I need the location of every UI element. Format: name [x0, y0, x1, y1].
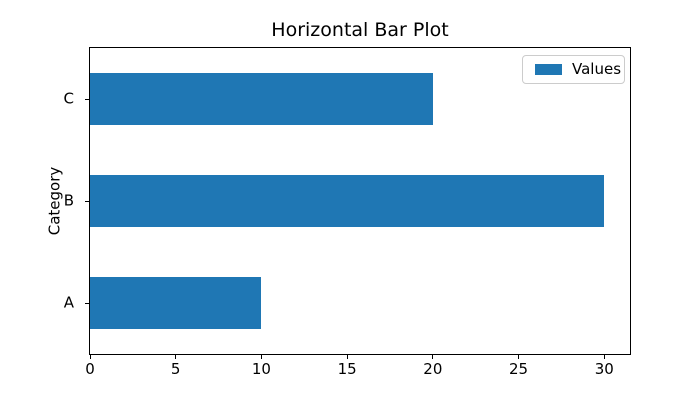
bar-B [90, 175, 605, 227]
x-tick-mark [260, 355, 262, 359]
x-tick-mark [89, 355, 91, 359]
x-tick-label: 10 [251, 360, 271, 378]
legend-swatch-icon [535, 64, 562, 75]
x-tick-label: 20 [423, 360, 443, 378]
x-tick-mark [603, 355, 605, 359]
x-tick-mark [432, 355, 434, 359]
bar-C [90, 73, 433, 125]
legend: Values [522, 55, 625, 84]
bar-A [90, 277, 262, 329]
x-tick-label: 25 [509, 360, 529, 378]
plot-area: Values [89, 47, 631, 355]
chart-title: Horizontal Bar Plot [271, 19, 449, 41]
y-axis-label: Category [45, 166, 64, 236]
x-tick-label: 15 [337, 360, 357, 378]
x-tick-label: 0 [85, 360, 95, 378]
x-tick-label: 5 [170, 360, 181, 378]
x-tick-label: 30 [594, 360, 614, 378]
x-tick-mark [175, 355, 177, 359]
y-tick-label: C [63, 89, 74, 108]
x-tick-mark [518, 355, 520, 359]
y-tick-label: B [63, 191, 74, 210]
y-tick-label: A [63, 293, 74, 312]
legend-label: Values [572, 60, 622, 78]
x-tick-mark [346, 355, 348, 359]
